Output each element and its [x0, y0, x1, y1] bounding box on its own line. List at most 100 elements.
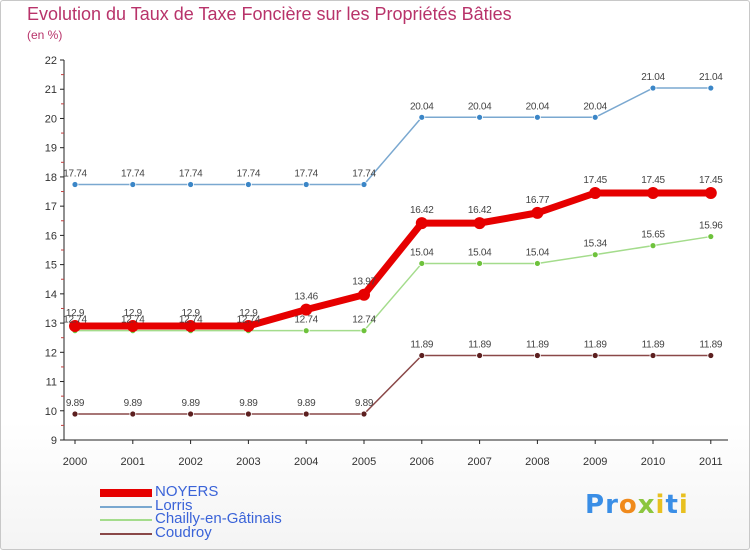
data-point-coudroy: [418, 352, 426, 359]
data-point-lorris: [244, 181, 252, 188]
y-tick-label: 22: [45, 55, 57, 67]
y-tick-label: 12: [45, 347, 57, 359]
series-coudroy: [71, 352, 715, 418]
data-label-lorris: 20.04: [410, 101, 434, 112]
axes: 9 10 11 12 13 14 15 16 17 18 19 20 21 22 2000 2001 2002 2…: [45, 55, 728, 468]
data-point-coudroy: [476, 352, 484, 359]
data-label-coudroy: 11.89: [468, 340, 492, 351]
y-tick-label: 9: [51, 435, 57, 447]
data-label-noyers: 17.45: [583, 175, 607, 186]
data-point-lorris: [591, 113, 599, 121]
data-labels: 17.74 17.74 17.74 17.74 17.74 17.74 20.04 20.04…: [63, 72, 723, 409]
data-label-noyers: 17.45: [641, 175, 665, 186]
x-tick-label: 2010: [641, 456, 665, 468]
x-tick-label: 2007: [467, 456, 491, 468]
y-tick-label: 17: [45, 201, 57, 213]
data-label-noyers: 16.42: [468, 205, 492, 216]
data-label-lorris: 20.04: [468, 101, 492, 112]
data-label-lorris: 17.74: [179, 169, 203, 180]
data-label-coudroy: 9.89: [66, 398, 85, 409]
y-tick-label: 14: [45, 289, 57, 301]
data-point-coudroy: [534, 352, 541, 359]
data-point-lorris: [129, 181, 137, 188]
data-label-lorris: 20.04: [526, 101, 550, 112]
series-line-chailly-en-gatinais: [74, 235, 712, 332]
data-label-chailly-en-gatinais: 12.74: [352, 315, 376, 326]
data-point-noyers: [473, 217, 486, 230]
data-point-noyers: [647, 187, 659, 199]
data-label-chailly-en-gatinais: 15.04: [468, 247, 492, 258]
brand-logo: Proxiti: [585, 490, 689, 520]
legend-swatch: [100, 505, 152, 508]
data-point-lorris: [302, 181, 310, 188]
data-point-lorris: [360, 181, 368, 188]
brand-letter: P: [585, 490, 606, 520]
data-label-coudroy: 9.89: [181, 398, 200, 409]
brand-letter: r: [605, 490, 619, 520]
data-label-noyers: 12.9: [66, 308, 85, 319]
data-label-coudroy: 11.89: [699, 340, 723, 351]
brand-letter: o: [618, 490, 638, 520]
data-label-coudroy: 11.89: [584, 340, 608, 351]
legend-swatch: [100, 519, 152, 521]
series-line-noyers: [71, 189, 715, 330]
brand-letter: x: [637, 490, 656, 520]
data-point-chailly-en-gatinais: [418, 260, 426, 267]
data-point-noyers: [184, 320, 197, 332]
x-tick-label: 2002: [178, 456, 202, 468]
data-label-chailly-en-gatinais: 15.04: [410, 247, 434, 258]
data-label-coudroy: 11.89: [642, 340, 666, 351]
data-label-coudroy: 9.89: [239, 398, 258, 409]
data-point-noyers: [69, 320, 81, 332]
data-point-lorris: [707, 84, 715, 92]
data-label-noyers: 12.9: [239, 308, 258, 319]
data-point-lorris: [187, 181, 195, 188]
data-label-chailly-en-gatinais: 12.74: [237, 315, 261, 326]
data-label-lorris: 17.74: [352, 169, 376, 180]
data-point-coudroy: [360, 410, 368, 418]
x-tick-label: 2000: [63, 456, 87, 468]
brand-letter: t: [665, 490, 679, 520]
series-lorris: [71, 84, 715, 188]
series-line-lorris: [74, 87, 712, 186]
data-label-noyers: 12.9: [181, 308, 200, 319]
data-label-coudroy: 9.89: [297, 398, 316, 409]
data-point-coudroy: [707, 352, 715, 359]
x-tick-label: 2004: [294, 456, 318, 468]
data-point-chailly-en-gatinais: [476, 260, 484, 267]
x-tick-label: 2005: [352, 456, 376, 468]
data-point-chailly-en-gatinais: [707, 233, 715, 240]
data-point-coudroy: [71, 410, 79, 418]
y-tick-label: 21: [45, 84, 57, 96]
data-label-chailly-en-gatinais: 15.65: [641, 230, 665, 241]
data-label-chailly-en-gatinais: 12.74: [63, 315, 87, 326]
data-label-coudroy: 11.89: [410, 340, 434, 351]
data-point-coudroy: [244, 410, 252, 418]
y-tick-label: 19: [45, 143, 57, 155]
data-label-noyers: 16.42: [410, 205, 434, 216]
data-label-lorris: 20.04: [583, 101, 607, 112]
x-tick-label: 2009: [583, 456, 607, 468]
x-tick-label: 2001: [121, 456, 145, 468]
data-point-coudroy: [649, 352, 657, 359]
y-tick-label: 16: [45, 230, 57, 242]
data-point-chailly-en-gatinais: [649, 242, 657, 250]
x-tick-label: 2003: [236, 456, 260, 468]
y-tick-label: 18: [45, 172, 57, 184]
data-point-coudroy: [591, 352, 599, 359]
data-point-lorris: [418, 113, 426, 121]
data-label-lorris: 21.04: [699, 72, 723, 83]
data-label-lorris: 21.04: [641, 72, 665, 83]
series-noyers: [69, 187, 717, 332]
legend-swatch: [100, 489, 152, 497]
data-point-noyers: [300, 303, 313, 316]
y-tick-label: 11: [46, 377, 57, 389]
data-point-chailly-en-gatinais: [302, 327, 310, 335]
x-tick-label: 2011: [699, 456, 723, 468]
data-point-chailly-en-gatinais: [534, 260, 541, 267]
data-point-coudroy: [302, 410, 310, 418]
data-point-chailly-en-gatinais: [591, 251, 599, 259]
data-label-chailly-en-gatinais: 15.96: [699, 221, 723, 232]
data-label-coudroy: 9.89: [355, 398, 374, 409]
